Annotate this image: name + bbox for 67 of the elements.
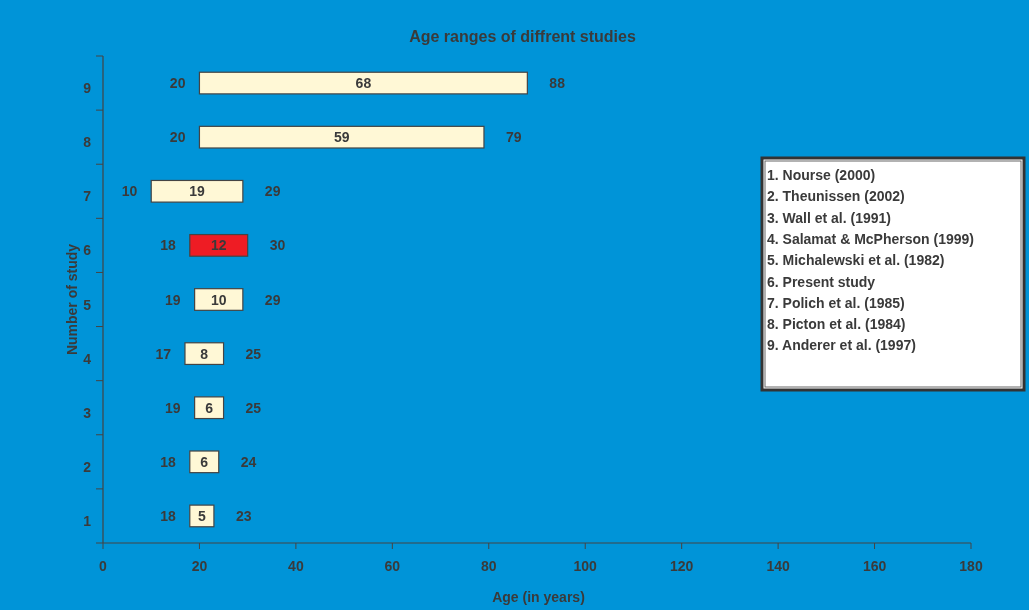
- bar: [189, 504, 215, 528]
- bar: [198, 71, 528, 95]
- annotation: 18: [160, 237, 177, 254]
- annotation: 8. Picton et al. (1984): [767, 316, 906, 333]
- annotation: 25: [245, 345, 262, 362]
- data-label: 19: [189, 183, 206, 200]
- annotation: 18: [160, 453, 177, 470]
- annotation: 7. Polich et al. (1985): [767, 294, 905, 311]
- annotation: 24: [240, 453, 257, 470]
- annotation: 19: [165, 399, 181, 416]
- annotation: 10: [121, 183, 138, 200]
- data-label: 6: [200, 453, 209, 470]
- y-axis-title: Number of study: [64, 243, 80, 356]
- bar: [194, 396, 225, 420]
- x-axis-title: Age (in years): [492, 589, 585, 605]
- y-tick-label: 3: [83, 404, 92, 421]
- annotation: 79: [505, 129, 522, 146]
- bar: [150, 179, 244, 203]
- x-tick-label: 140: [766, 558, 790, 574]
- data-label: 59: [333, 129, 350, 146]
- annotation: 1. Nourse (2000): [767, 167, 876, 183]
- bar: [189, 450, 220, 474]
- bar: [189, 233, 249, 257]
- annotation: 20: [169, 75, 186, 92]
- x-tick-label: 40: [288, 558, 304, 574]
- annotation: 23: [235, 507, 252, 524]
- chart-title: Age ranges of diffrent studies: [409, 28, 636, 45]
- annotation: 30: [269, 237, 286, 254]
- annotation: 88: [549, 75, 566, 92]
- x-tick-label: 0: [99, 558, 108, 574]
- x-tick-label: 80: [480, 558, 497, 574]
- data-label: 10: [210, 291, 227, 308]
- annotation: 3. Wall et al. (1991): [767, 209, 891, 226]
- data-label: 68: [355, 75, 372, 92]
- annotation: 29: [264, 291, 281, 308]
- x-tick-label: 60: [384, 558, 401, 574]
- bar: [184, 342, 225, 366]
- annotation: 9. Anderer et al. (1997): [767, 337, 916, 354]
- annotation: 20: [169, 129, 186, 146]
- y-tick-label: 2: [83, 458, 92, 475]
- x-tick-label: 20: [191, 558, 208, 574]
- y-tick-label: 6: [83, 242, 92, 259]
- annotation: 17: [155, 345, 172, 362]
- annotation: 19: [165, 291, 181, 308]
- y-tick-label: 7: [83, 188, 92, 205]
- annotation: 29: [264, 183, 281, 200]
- x-tick-label: 100: [573, 558, 598, 574]
- y-tick-label: 5: [83, 296, 92, 313]
- annotation: 18: [160, 507, 177, 524]
- y-tick-label: 8: [83, 134, 92, 151]
- y-tick-label: 9: [83, 80, 92, 97]
- data-label: 12: [210, 237, 227, 254]
- annotation: 2. Theunissen (2002): [767, 188, 905, 205]
- x-tick-label: 180: [959, 558, 983, 574]
- x-tick-label: 120: [669, 558, 694, 574]
- annotation: 4. Salamat & McPherson (1999): [767, 230, 974, 247]
- data-label: 6: [205, 399, 214, 416]
- annotation: 25: [245, 399, 262, 416]
- annotation: 5. Michalewski et al. (1982): [767, 252, 945, 269]
- bar: [198, 125, 485, 149]
- x-tick-label: 160: [862, 558, 887, 574]
- data-label: 8: [200, 345, 209, 362]
- y-tick-label: 4: [83, 350, 92, 367]
- annotation: 6. Present study: [767, 273, 876, 290]
- bar: [194, 288, 244, 311]
- y-tick-label: 1: [83, 512, 92, 529]
- data-label: 5: [197, 507, 206, 524]
